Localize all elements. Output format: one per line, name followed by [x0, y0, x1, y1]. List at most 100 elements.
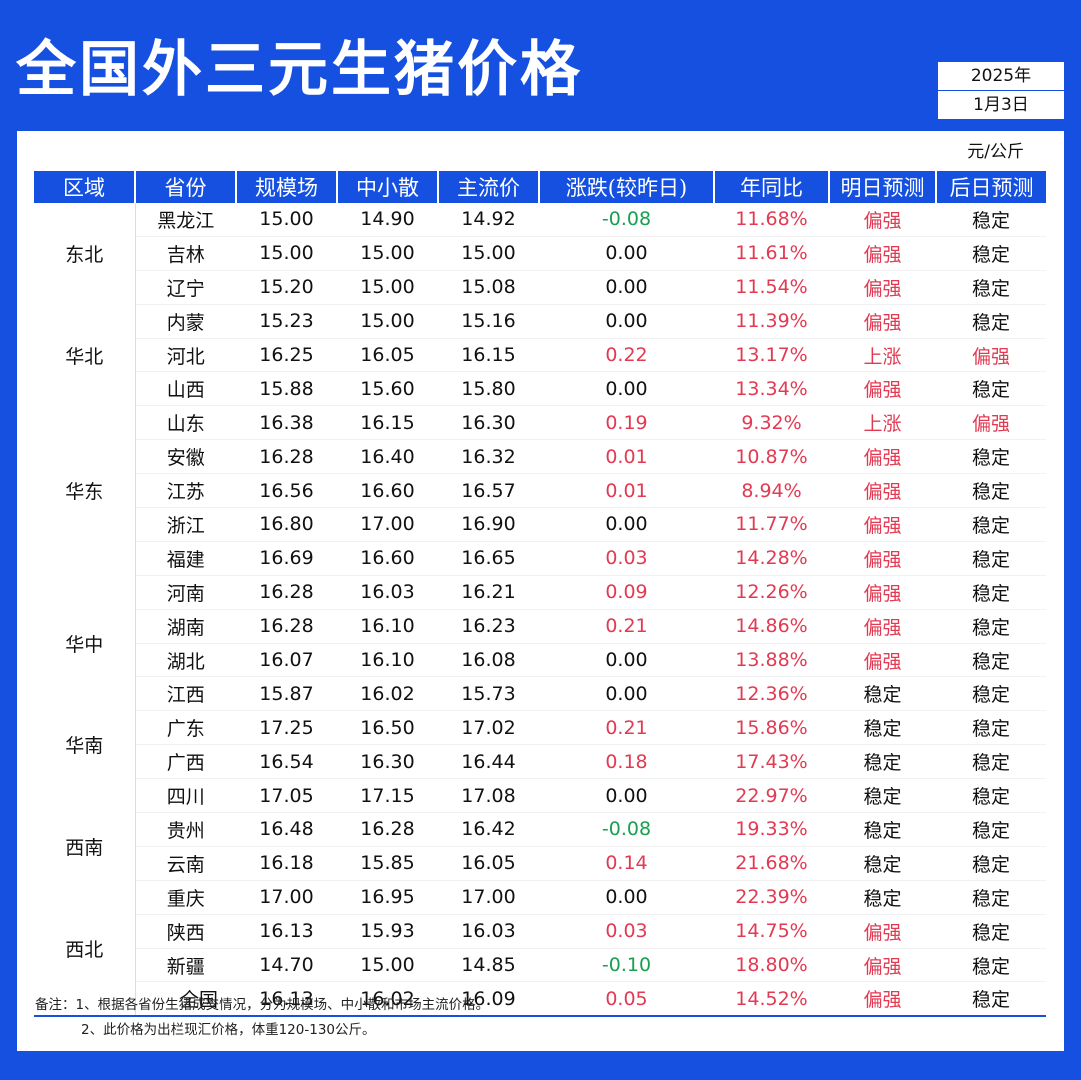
province-cell: 辽宁 [135, 270, 236, 305]
table-row: 湖北 16.07 16.10 16.08 0.00 13.88% 偏强 稳定 [34, 643, 1046, 678]
header-yoy: 年同比 [713, 171, 829, 203]
forecast-tomorrow: 稳定 [829, 880, 936, 915]
change-value: 0.05 [539, 981, 714, 1018]
yoy-value: 14.52% [714, 981, 829, 1018]
small-farm-price: 16.03 [337, 575, 438, 610]
forecast-day-after: 稳定 [936, 270, 1046, 305]
change-value: 0.00 [539, 270, 714, 305]
forecast-tomorrow: 上涨 [829, 405, 936, 441]
table-row: 华南 广东 17.25 16.50 17.02 0.21 15.86% 稳定 稳定 [34, 710, 1046, 779]
price-panel: 元/公斤 区域 省份 规模场 中小散 主流价 涨跌(较昨日) 年同比 明日预测 … [17, 131, 1064, 1051]
table-row: 辽宁 15.20 15.00 15.08 0.00 11.54% 偏强 稳定 [34, 270, 1046, 305]
change-value: 0.00 [539, 676, 714, 712]
main-price: 16.57 [438, 473, 539, 509]
main-price: 16.03 [438, 914, 539, 949]
forecast-day-after: 稳定 [936, 371, 1046, 407]
yoy-value: 21.68% [714, 846, 829, 881]
main-price: 16.21 [438, 575, 539, 610]
change-value: -0.08 [539, 812, 714, 847]
main-price: 15.16 [438, 304, 539, 339]
main-price: 16.42 [438, 812, 539, 847]
large-farm-price: 16.13 [236, 914, 337, 949]
forecast-day-after: 稳定 [936, 880, 1046, 915]
yoy-value: 19.33% [714, 812, 829, 847]
change-value: 0.09 [539, 575, 714, 610]
forecast-day-after: 偏强 [936, 338, 1046, 373]
date-day: 1月3日 [937, 91, 1065, 120]
yoy-value: 14.28% [714, 541, 829, 576]
header-large-farm: 规模场 [235, 171, 337, 203]
page-title: 全国外三元生猪价格 [16, 35, 583, 105]
yoy-value: 10.87% [714, 439, 829, 475]
province-cell: 江苏 [135, 473, 236, 509]
forecast-tomorrow: 偏强 [829, 473, 936, 509]
region-cell: 华东 [34, 405, 136, 576]
forecast-tomorrow: 偏强 [829, 981, 936, 1018]
main-price: 15.73 [438, 676, 539, 712]
table-row: 吉林 15.00 15.00 15.00 0.00 11.61% 偏强 稳定 [34, 236, 1046, 271]
unit-label: 元/公斤 [967, 142, 1024, 162]
main-price: 15.80 [438, 371, 539, 407]
header-forecast-day-after: 后日预测 [935, 171, 1046, 203]
table-row: 河北 16.25 16.05 16.15 0.22 13.17% 上涨 偏强 [34, 338, 1046, 373]
change-value: 0.00 [539, 304, 714, 339]
forecast-day-after: 稳定 [936, 948, 1046, 983]
forecast-tomorrow: 偏强 [829, 270, 936, 305]
large-farm-price: 14.70 [236, 948, 337, 983]
small-farm-price: 16.10 [337, 609, 438, 644]
region-cell: 华中 [34, 575, 136, 711]
region-cell: 华南 [34, 710, 136, 779]
header-forecast-tomorrow: 明日预测 [828, 171, 936, 203]
change-value: 0.00 [539, 778, 714, 814]
header-region: 区域 [34, 171, 135, 203]
province-cell: 福建 [135, 541, 236, 576]
forecast-day-after: 稳定 [936, 643, 1046, 678]
forecast-day-after: 稳定 [936, 473, 1046, 509]
change-value: 0.21 [539, 710, 714, 746]
small-farm-price: 16.05 [337, 338, 438, 373]
main-price: 16.65 [438, 541, 539, 576]
main-price: 16.44 [438, 744, 539, 780]
change-value: 0.18 [539, 744, 714, 780]
yoy-value: 9.32% [714, 405, 829, 441]
large-farm-price: 17.05 [236, 778, 337, 814]
region-cell: 东北 [34, 203, 136, 305]
forecast-tomorrow: 偏强 [829, 643, 936, 678]
forecast-tomorrow: 稳定 [829, 812, 936, 847]
province-cell: 黑龙江 [135, 203, 236, 237]
forecast-tomorrow: 稳定 [829, 846, 936, 881]
table-row: 湖南 16.28 16.10 16.23 0.21 14.86% 偏强 稳定 [34, 609, 1046, 644]
table-row: 广西 16.54 16.30 16.44 0.18 17.43% 稳定 稳定 [34, 744, 1046, 780]
table-row: 西南 四川 17.05 17.15 17.08 0.00 22.97% 稳定 稳定 [34, 778, 1046, 915]
total-spacer [34, 981, 136, 1018]
main-price: 16.23 [438, 609, 539, 644]
forecast-tomorrow: 偏强 [829, 948, 936, 983]
yoy-value: 12.26% [714, 575, 829, 610]
large-farm-price: 16.28 [236, 575, 337, 610]
small-farm-price: 15.00 [337, 236, 438, 271]
large-farm-price: 16.13 [236, 981, 337, 1018]
change-value: 0.00 [539, 880, 714, 915]
small-farm-price: 15.00 [337, 304, 438, 339]
change-value: 0.00 [539, 643, 714, 678]
main-price: 16.09 [438, 981, 539, 1018]
large-farm-price: 16.28 [236, 609, 337, 644]
date-year: 2025年 [937, 61, 1065, 91]
small-farm-price: 15.93 [337, 914, 438, 949]
total-row: 全国 16.13 16.02 16.09 0.05 14.52% 偏强 稳定 [34, 981, 1046, 1018]
forecast-day-after: 稳定 [936, 914, 1046, 949]
small-farm-price: 17.15 [337, 778, 438, 814]
main-price: 17.08 [438, 778, 539, 814]
province-cell: 安徽 [135, 439, 236, 475]
province-cell: 广东 [135, 710, 236, 746]
large-farm-price: 16.48 [236, 812, 337, 847]
change-value: 0.22 [539, 338, 714, 373]
forecast-tomorrow: 偏强 [829, 236, 936, 271]
province-cell: 浙江 [135, 507, 236, 542]
province-cell: 陕西 [135, 914, 236, 949]
header-small-farm: 中小散 [336, 171, 438, 203]
date-box: 2025年 1月3日 [936, 60, 1066, 121]
yoy-value: 13.88% [714, 643, 829, 678]
province-cell: 广西 [135, 744, 236, 780]
table-row: 云南 16.18 15.85 16.05 0.14 21.68% 稳定 稳定 [34, 846, 1046, 881]
